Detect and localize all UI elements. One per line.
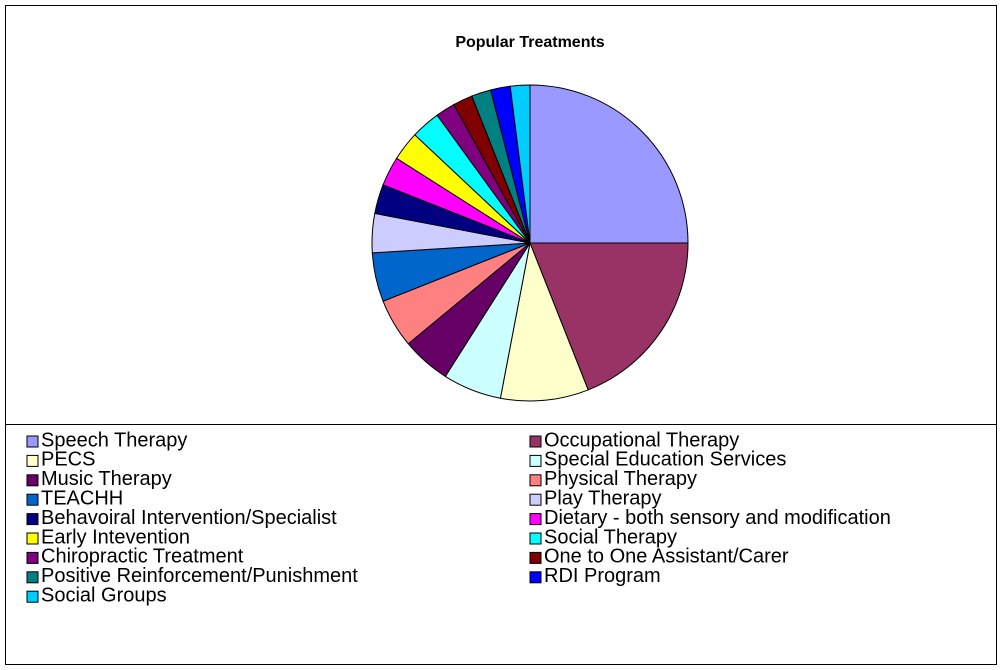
legend-label: Music Therapy xyxy=(41,468,172,490)
legend-label: Social Groups xyxy=(41,584,167,606)
pie-slice xyxy=(529,242,689,391)
legend-swatch xyxy=(26,551,39,564)
legend-swatch xyxy=(529,532,542,545)
legend-swatch xyxy=(26,493,39,506)
legend-label: One to One Assistant/Carer xyxy=(544,546,789,568)
legend-label: PECS xyxy=(41,449,95,471)
pie-slice xyxy=(529,84,689,244)
legend-swatch xyxy=(26,590,39,603)
legend-label: Speech Therapy xyxy=(41,429,187,451)
legend-label: RDI Program xyxy=(544,565,661,587)
legend-label: Positive Reinforcement/Punishment xyxy=(41,565,358,587)
legend-label: Early Intevention xyxy=(41,526,190,548)
pie-slice xyxy=(499,241,589,402)
legend-label: Behavoiral Intervention/Specialist xyxy=(41,507,337,529)
chart-title: Popular Treatments xyxy=(455,34,604,51)
legend-label: Chiropractic Treatment xyxy=(41,546,244,568)
legend-swatch xyxy=(529,435,542,448)
legend-swatch xyxy=(529,551,542,564)
legend-label: Play Therapy xyxy=(544,487,661,509)
legend-swatch xyxy=(26,454,39,467)
legend-swatch xyxy=(529,493,542,506)
legend-swatch xyxy=(26,513,39,526)
legend-label: Special Education Services xyxy=(544,449,786,471)
legend-swatch xyxy=(529,571,542,584)
legend-swatch xyxy=(529,474,542,487)
legend-label: Occupational Therapy xyxy=(544,429,739,451)
legend-label: Physical Therapy xyxy=(544,468,697,490)
pie-slice xyxy=(509,84,531,244)
legend-swatch xyxy=(26,532,39,545)
legend-swatch xyxy=(26,571,39,584)
legend-label: Social Therapy xyxy=(544,526,677,548)
legend-swatch xyxy=(26,435,39,448)
legend-label: TEACHH xyxy=(41,487,123,509)
legend-swatch xyxy=(26,474,39,487)
legend-swatch xyxy=(529,454,542,467)
legend-label: Dietary - both sensory and modification xyxy=(544,507,891,529)
legend-swatch xyxy=(529,513,542,526)
